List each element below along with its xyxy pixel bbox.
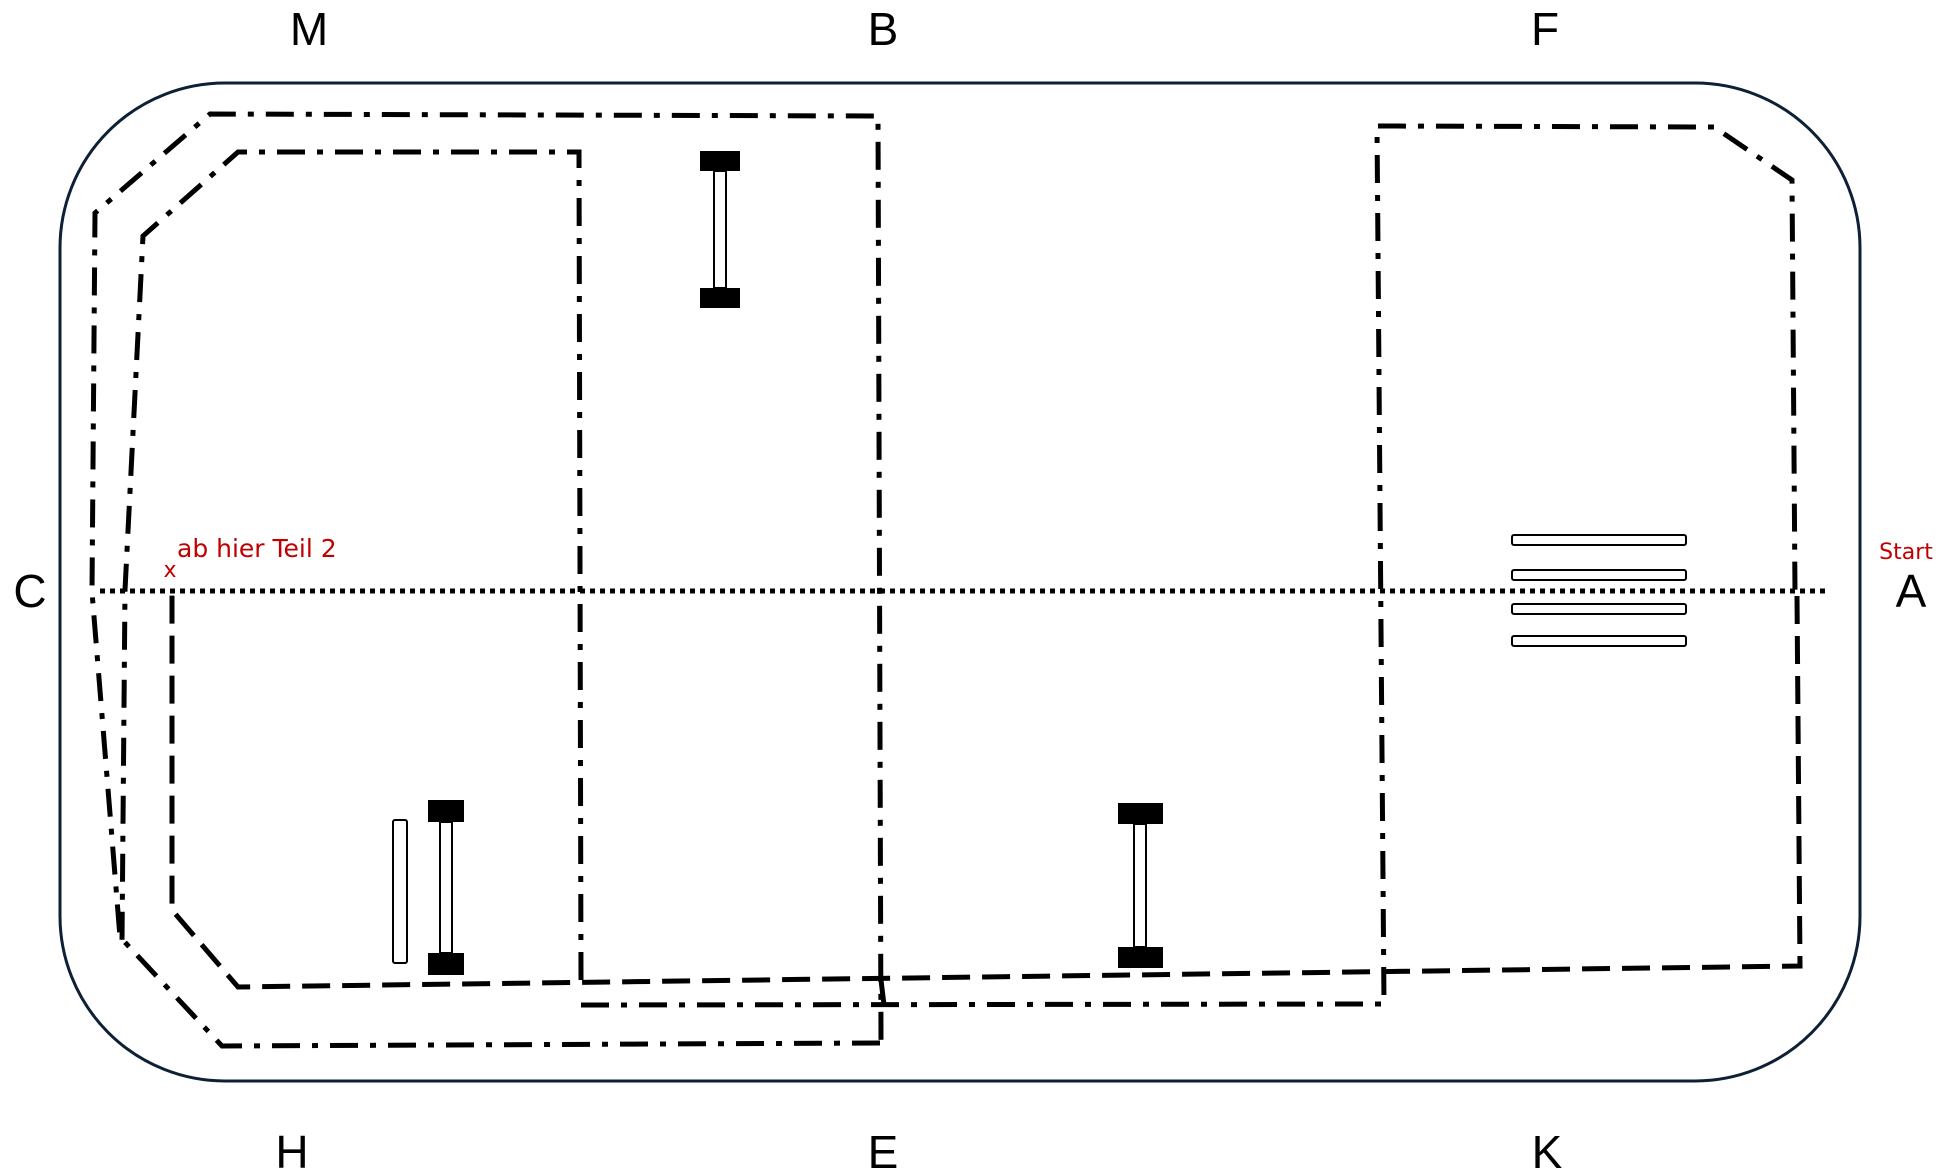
letter-c: C — [13, 565, 46, 617]
track-dashed-loop — [169, 592, 1803, 990]
part2-marker: x — [163, 558, 176, 583]
letter-b: B — [868, 3, 899, 55]
track-centre-bottom — [580, 123, 1798, 1008]
track-outer-left-loop — [89, 111, 884, 1049]
track-inner-left-loop — [119, 149, 584, 981]
jump-b — [700, 151, 740, 308]
arena-border — [58, 81, 1862, 1083]
ground-poles — [1511, 534, 1687, 647]
jump-k — [1118, 803, 1163, 968]
letter-f: F — [1531, 3, 1559, 55]
letter-e: E — [868, 1126, 899, 1173]
letter-k: K — [1532, 1126, 1563, 1173]
letter-h: H — [275, 1126, 308, 1173]
jump-h — [392, 800, 464, 975]
letter-a: A — [1896, 565, 1927, 617]
part2-label: ab hier Teil 2 — [177, 534, 337, 563]
start-label: Start — [1879, 540, 1933, 565]
e-connector — [878, 979, 887, 1006]
letter-m: M — [290, 3, 328, 55]
